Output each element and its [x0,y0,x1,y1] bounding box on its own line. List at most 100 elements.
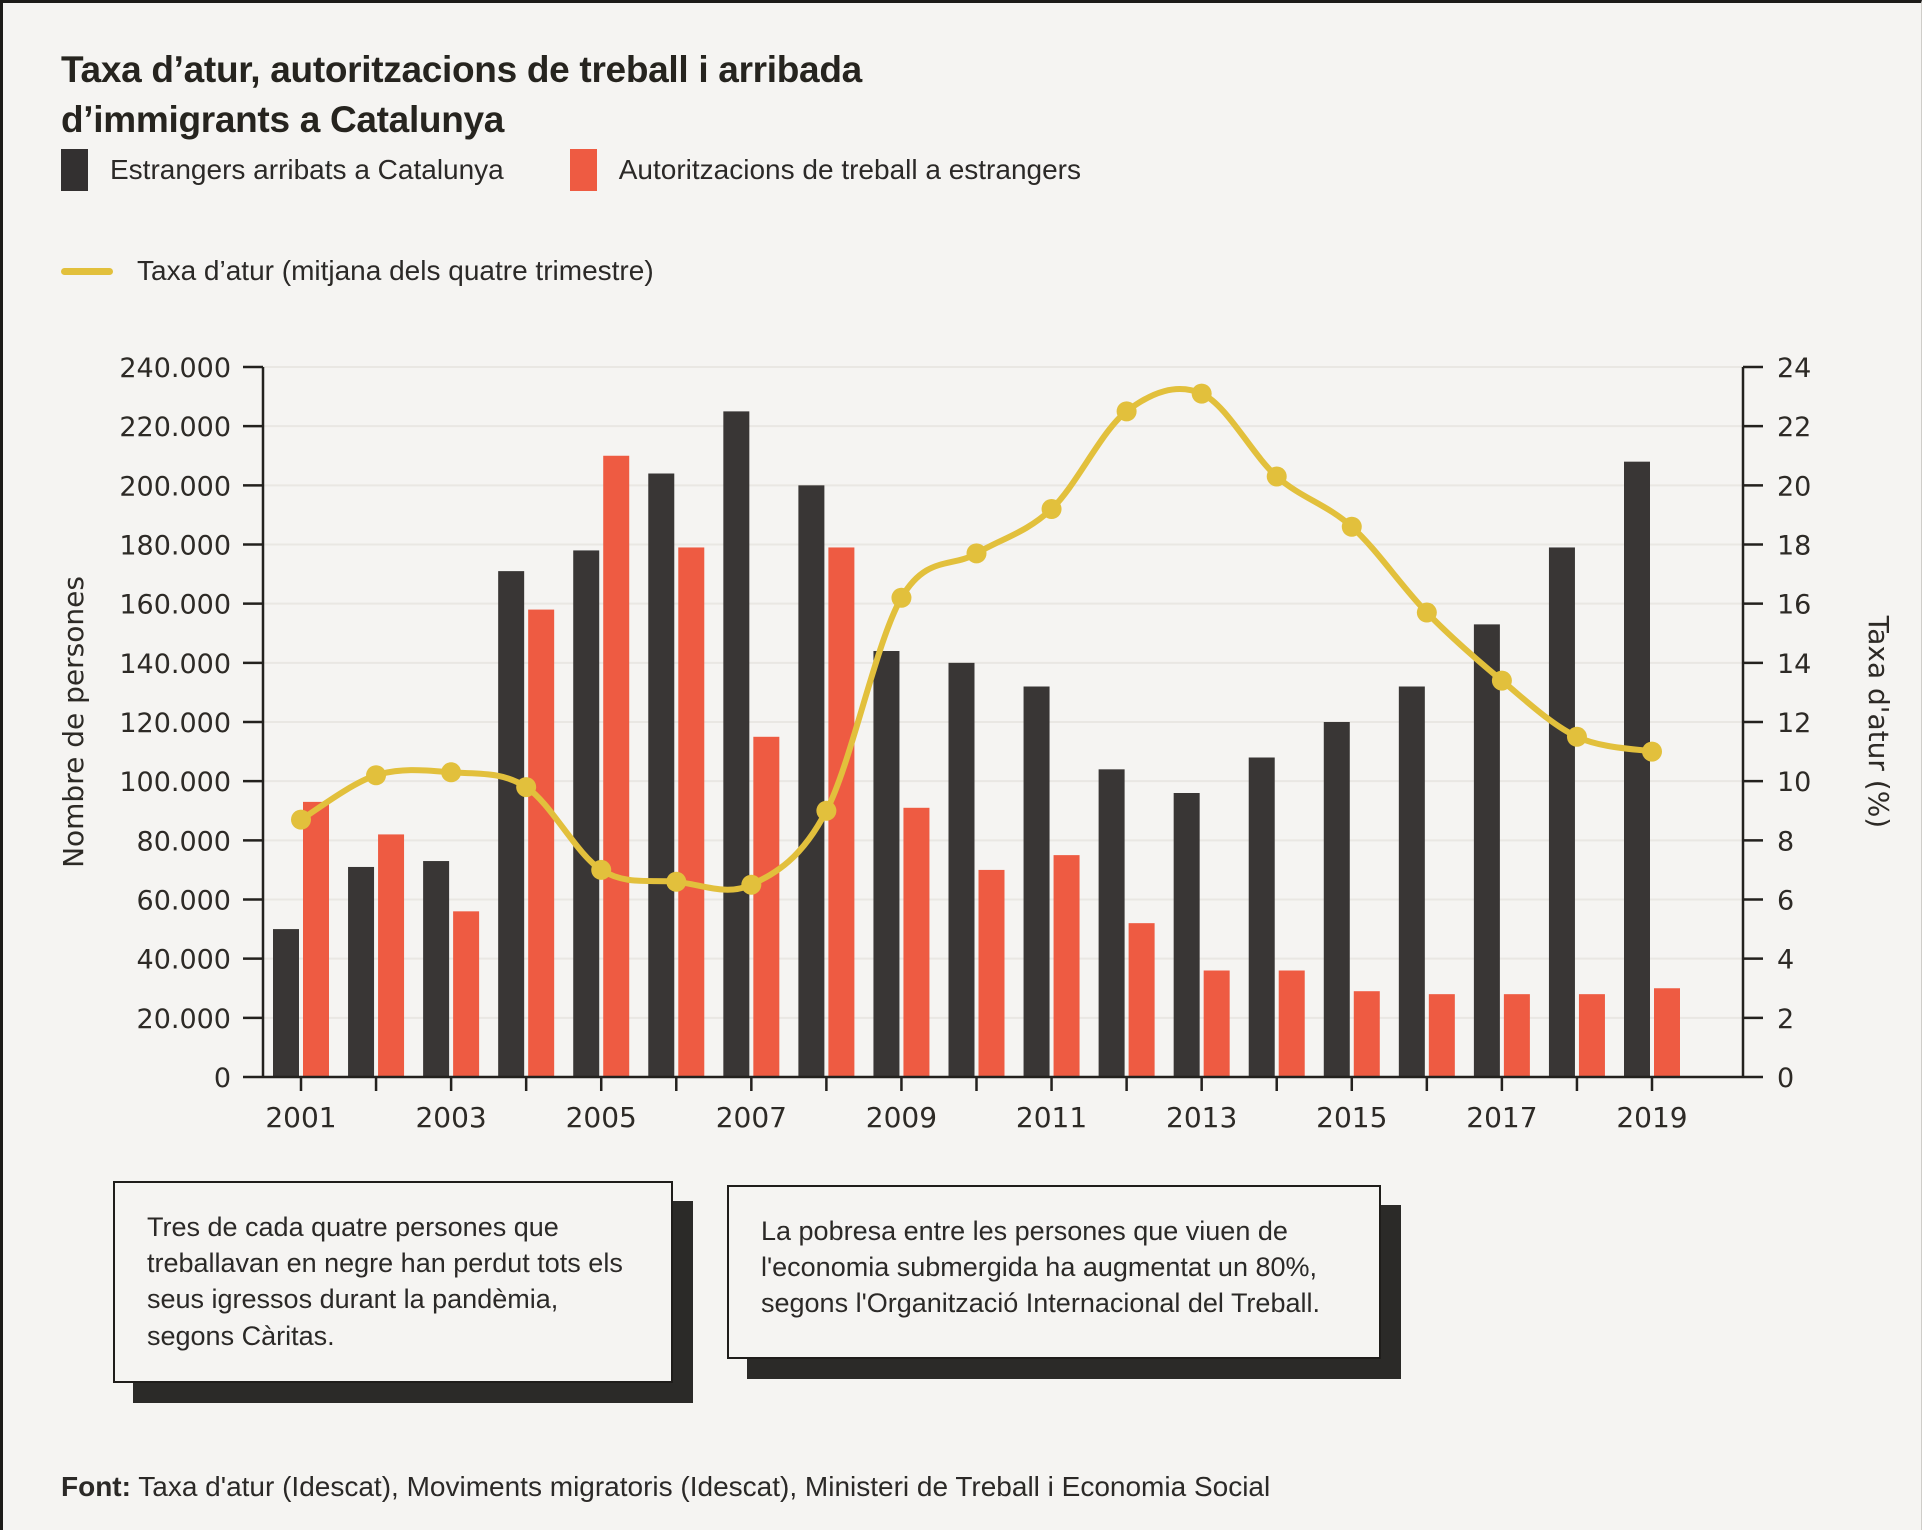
bar-estrangers-2010 [948,662,975,1077]
x-axis-year-label: 2003 [415,1101,486,1134]
legend-item-autoritzacions: Autoritzacions de treball a estrangers [569,149,1081,191]
left-axis-tick-label: 160.000 [119,590,231,621]
yellow-line-swatch-icon [61,267,113,275]
bar-estrangers-2001 [273,929,299,1077]
source-label: Font: [61,1471,131,1502]
page-title-line2: d’immigrants a Catalunya [61,98,505,140]
bar-estrangers-2013 [1173,793,1200,1077]
bar-autoritzacions-2012 [1128,923,1155,1077]
combo-chart: 0 20.000 40.000 60.000 80.000 100.000 120.000 1… [57,353,1895,1134]
note-box-oit: La pobresa entre les persones que viuen … [727,1185,1381,1359]
right-axis-tick-label: 24 [1777,353,1811,384]
taxa-atur-point-2007 [741,874,762,895]
taxa-atur-point-2010 [966,543,987,564]
right-axis-tick-label: 22 [1777,412,1811,443]
x-axis-year-label: 2019 [1616,1101,1687,1134]
taxa-atur-point-2019 [1642,741,1662,762]
right-axis-tick-label: 2 [1777,1004,1794,1035]
right-axis-tick-label: 10 [1777,767,1811,798]
taxa-atur-point-2014 [1266,466,1287,487]
taxa-atur-point-2006 [666,871,687,892]
bar-autoritzacions-2010 [978,869,1005,1077]
x-axis-year-label: 2015 [1316,1101,1387,1134]
left-axis-tick-label: 240.000 [119,353,231,384]
right-axis-tick-label: 12 [1777,708,1811,739]
bar-autoritzacions-2003 [453,911,480,1077]
x-axis-year-label: 2013 [1166,1101,1237,1134]
taxa-atur-point-2018 [1566,726,1587,747]
x-axis-year-label: 2001 [265,1101,336,1134]
legend-row-line: Taxa d’atur (mitjana dels quatre trimest… [61,255,654,287]
taxa-atur-point-2009 [891,587,912,608]
taxa-atur-point-2016 [1416,602,1437,623]
taxa-atur-point-2003 [441,762,462,783]
bar-estrangers-2003 [423,861,450,1077]
bar-autoritzacions-2019 [1654,988,1680,1077]
bar-estrangers-2017 [1473,624,1500,1077]
right-axis-title: Taxa d'atur (%) [1862,615,1895,828]
bar-autoritzacions-2018 [1578,994,1605,1077]
left-axis-tick-label: 140.000 [119,649,231,680]
x-axis-year-label: 2009 [866,1101,937,1134]
x-axis-year-label: 2017 [1466,1101,1537,1134]
bar-estrangers-2015 [1323,722,1350,1077]
right-axis-tick-label: 18 [1777,531,1811,562]
legend-item-taxa-atur: Taxa d’atur (mitjana dels quatre trimest… [61,255,654,287]
taxa-atur-point-2008 [816,800,837,821]
x-axis-year-label: 2011 [1016,1101,1087,1134]
red-bar-swatch-icon [569,149,597,191]
bar-estrangers-2005 [573,550,600,1077]
bar-estrangers-2011 [1023,686,1050,1077]
left-axis-tick-label: 60.000 [137,886,231,917]
right-axis-tick-label: 14 [1777,649,1811,680]
left-axis-tick-label: 180.000 [119,531,231,562]
bar-estrangers-2006 [648,473,675,1077]
taxa-atur-point-2011 [1041,499,1062,519]
bar-autoritzacions-2009 [903,807,930,1077]
bar-autoritzacions-2005 [603,455,630,1077]
bar-estrangers-2008 [798,485,825,1077]
bar-autoritzacions-2007 [753,736,780,1077]
legend-label-estrangers: Estrangers arribats a Catalunya [110,154,504,185]
bar-autoritzacions-2001 [303,801,329,1077]
bar-autoritzacions-2006 [678,547,705,1077]
left-axis-tick-label: 40.000 [137,945,231,976]
bar-autoritzacions-2017 [1503,994,1530,1077]
legend-label-taxa-atur: Taxa d’atur (mitjana dels quatre trimest… [137,255,654,286]
taxa-atur-point-2013 [1191,383,1212,404]
left-axis-title: Nombre de persones [57,576,90,868]
bar-estrangers-2002 [348,866,375,1077]
taxa-atur-point-2002 [366,765,387,786]
right-axis-tick-label: 20 [1777,471,1811,502]
right-axis-tick-label: 8 [1777,826,1794,857]
bar-autoritzacions-2011 [1053,855,1080,1077]
bar-autoritzacions-2002 [378,834,405,1077]
bar-autoritzacions-2014 [1278,970,1305,1077]
source-text: Taxa d'atur (Idescat), Moviments migrato… [130,1471,1271,1502]
note-text-caritas: Tres de cada quatre persones que treball… [147,1212,623,1351]
taxa-atur-point-2017 [1491,670,1512,691]
bar-autoritzacions-2015 [1353,991,1380,1077]
bar-estrangers-2009 [873,651,900,1077]
legend-item-estrangers: Estrangers arribats a Catalunya [61,149,504,191]
right-axis-tick-label: 6 [1777,886,1794,917]
note-box-caritas: Tres de cada quatre persones que treball… [113,1181,673,1383]
bar-estrangers-2019 [1624,461,1650,1077]
bar-autoritzacions-2016 [1428,994,1455,1077]
bar-estrangers-2014 [1248,757,1275,1077]
left-axis-tick-label: 120.000 [119,708,231,739]
x-axis-year-label: 2007 [716,1101,787,1134]
taxa-atur-point-2012 [1116,401,1137,422]
left-axis-tick-label: 20.000 [137,1004,231,1035]
right-axis-tick-label: 16 [1777,590,1811,621]
left-axis-tick-label: 220.000 [119,412,231,443]
taxa-atur-point-2015 [1341,516,1362,537]
bar-estrangers-2018 [1548,547,1575,1077]
legend-label-autoritzacions: Autoritzacions de treball a estrangers [618,154,1081,185]
taxa-atur-point-2004 [516,777,537,798]
page-title-line1: Taxa d’atur, autoritzacions de treball i… [61,49,862,90]
right-axis-tick-label: 0 [1777,1063,1794,1094]
page-title: Taxa d’atur, autoritzacions de treball i… [61,45,862,145]
left-axis-tick-label: 200.000 [119,471,231,502]
